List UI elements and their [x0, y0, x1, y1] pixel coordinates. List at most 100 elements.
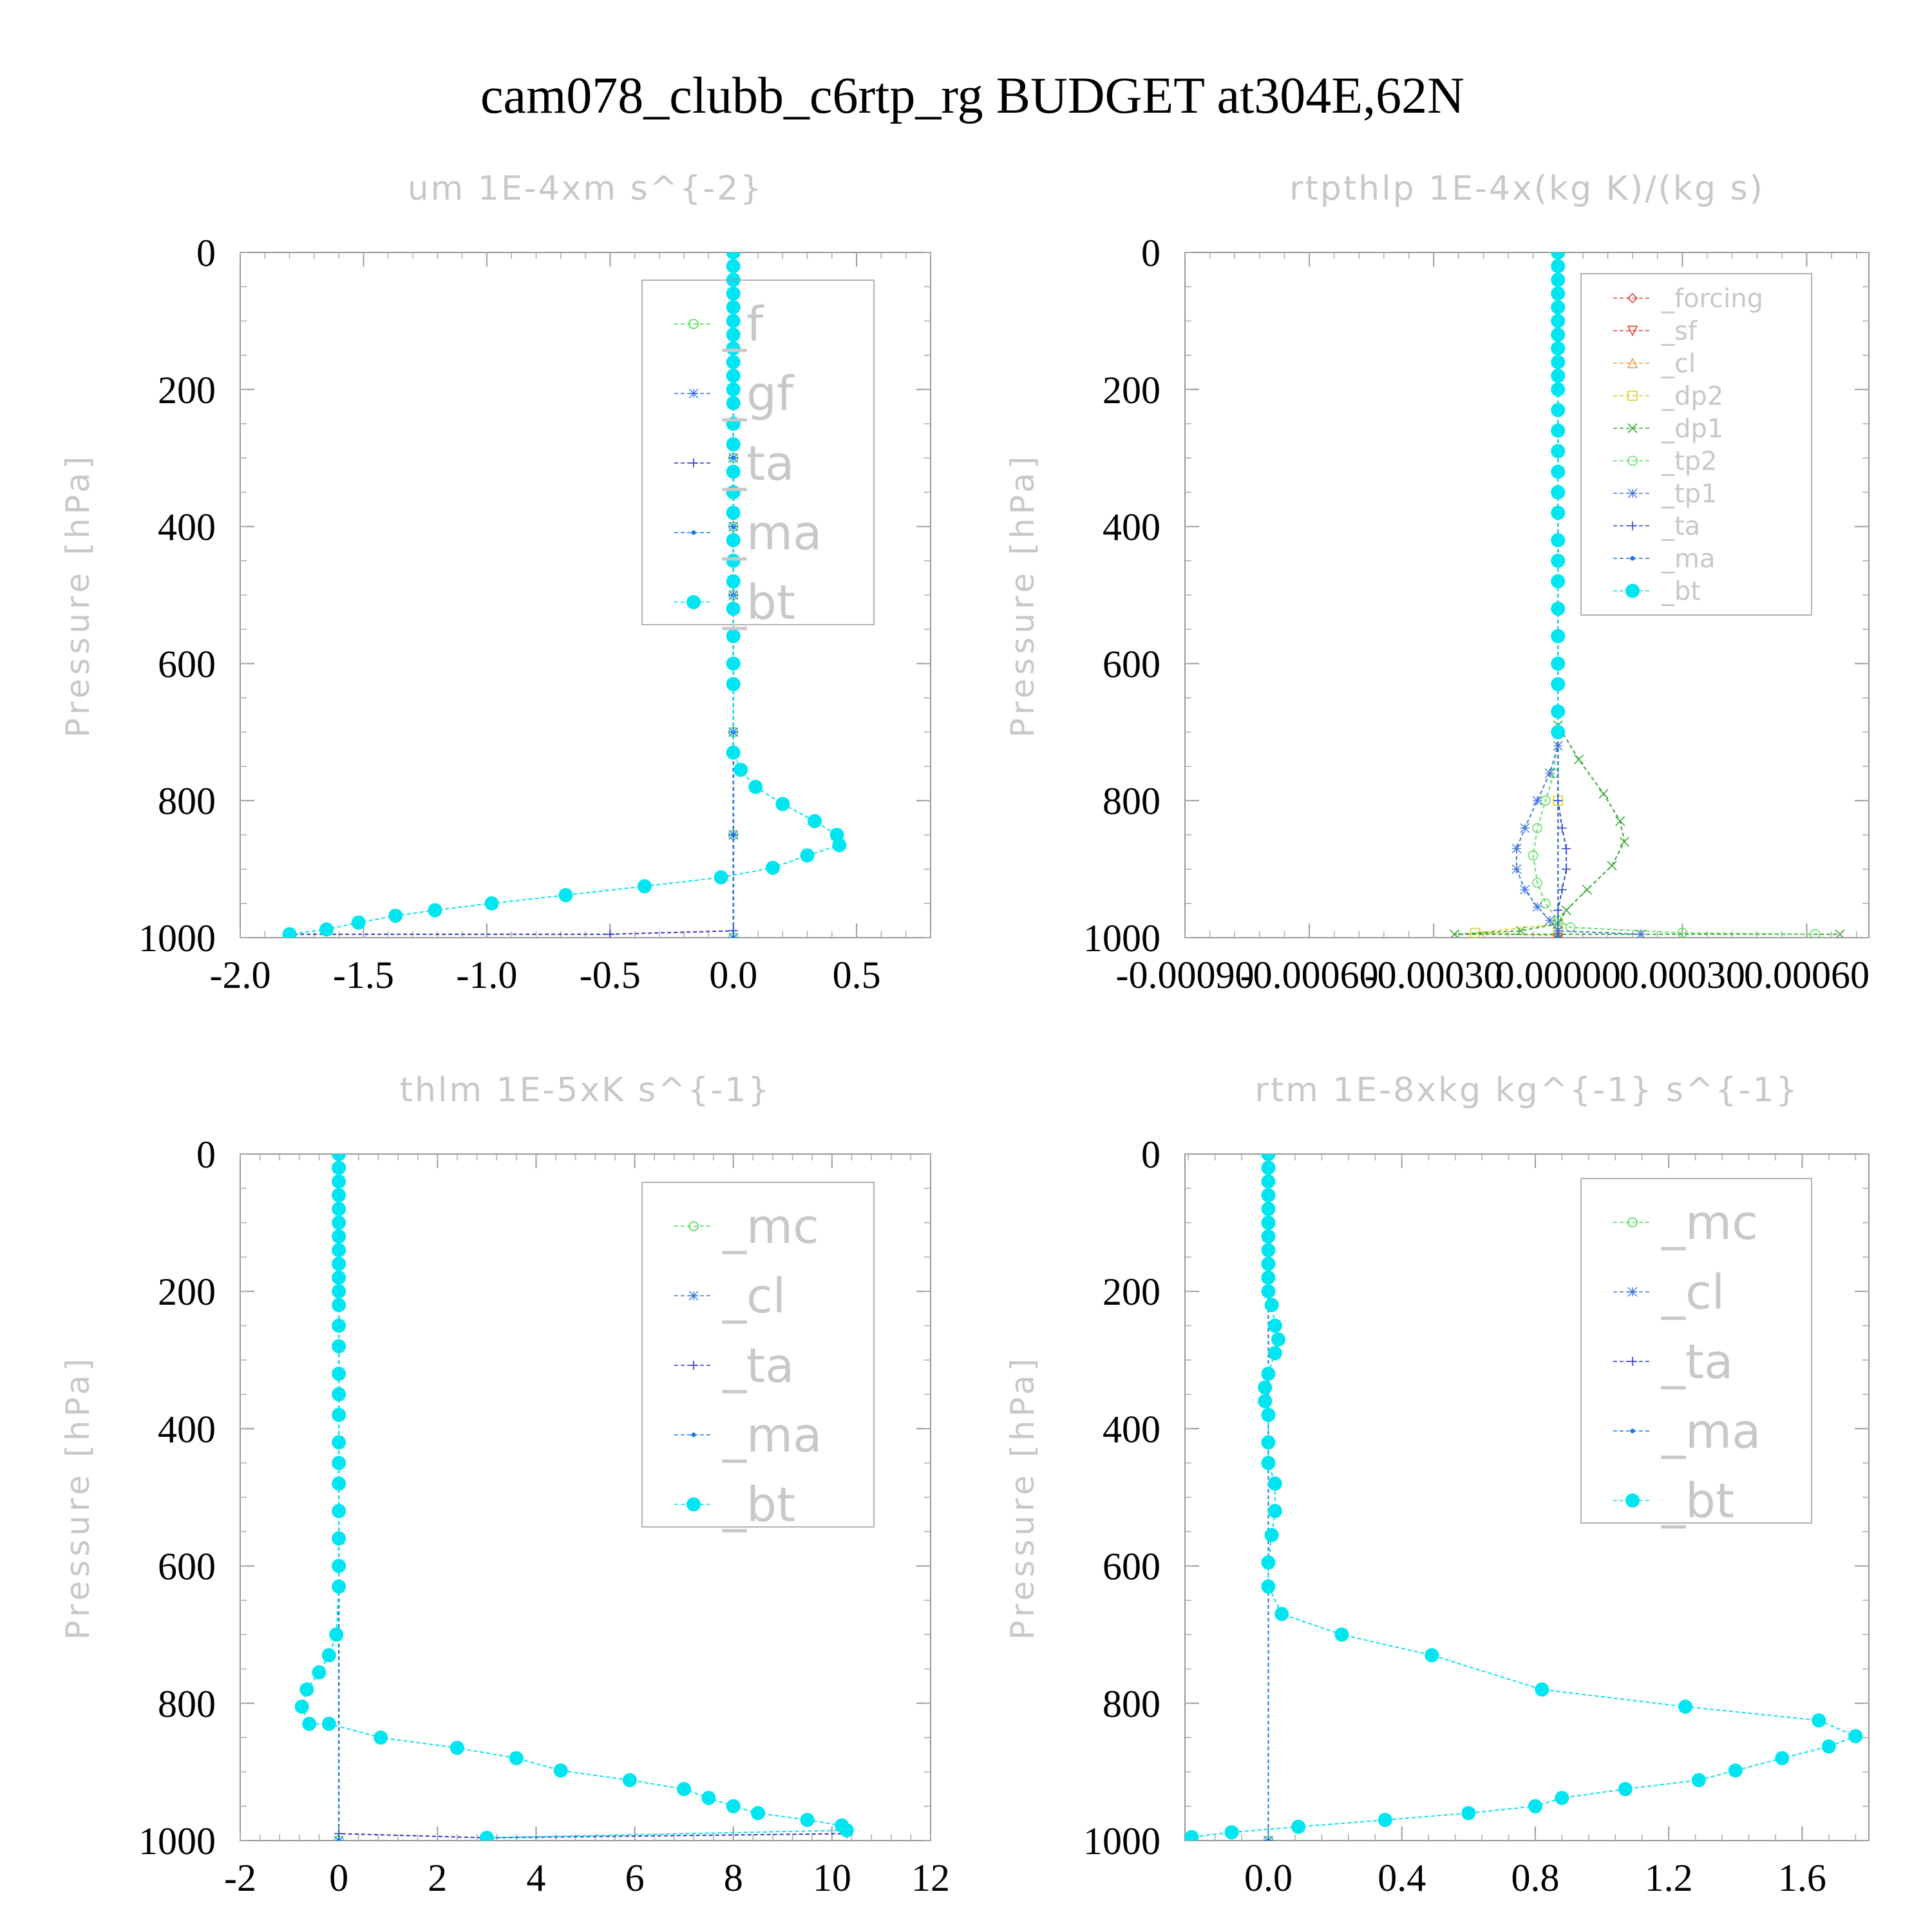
series-tp1-line [1515, 252, 1642, 935]
series-bt-point [808, 814, 822, 829]
legend-marker [1630, 556, 1635, 561]
series-dp1-point [1619, 837, 1629, 847]
y-tick-label: 1000 [1083, 1820, 1160, 1862]
series-bt-point [1728, 1763, 1743, 1778]
series-bt-point [1425, 1648, 1439, 1663]
series-bt-point [726, 417, 741, 431]
series-ta-line [338, 1154, 847, 1839]
series-ma-point [336, 1838, 341, 1841]
series-tp1-point [1553, 741, 1563, 751]
series-bt-point [1528, 1799, 1542, 1814]
legend-marker [688, 1221, 699, 1231]
series-bt-point [1551, 252, 1566, 260]
legend: _forcing _sf _cl_dp2_dp1_tp2_tp1_ta_ma_bt [1580, 273, 1812, 616]
series-bt-point [299, 1682, 314, 1697]
x-tick-label: 0.0 [709, 954, 757, 996]
series-bt-point [1551, 272, 1566, 287]
series-bt-point [1848, 1728, 1863, 1743]
series-tp1-point [1544, 915, 1555, 925]
legend: _f _gf _ta _ma _bt [641, 279, 875, 630]
series-tp1-point [1520, 823, 1530, 833]
series-bt-point [1618, 1782, 1633, 1797]
series-bt-point [1258, 1394, 1273, 1408]
legend-label: _dp1 [1661, 414, 1723, 444]
series-bt-point [726, 677, 741, 692]
series-bt-point [726, 300, 741, 315]
series-bt-point [726, 464, 741, 479]
series-bt-point [726, 314, 741, 328]
series-ma-point [1555, 935, 1560, 938]
x-tick-label: -1.5 [333, 954, 394, 996]
series-bt-point [1551, 629, 1566, 643]
legend-marker [1627, 390, 1638, 401]
series-bt-point [332, 1298, 346, 1312]
series-bt-point [1551, 677, 1566, 692]
series-tp2-point [1532, 878, 1542, 888]
series-group [1449, 252, 1845, 938]
y-axis-label: Pressure [hPa] [1004, 453, 1041, 738]
series-bt-point [332, 1256, 346, 1271]
series-bt-point [726, 533, 741, 547]
series-dp2-line [1475, 252, 1559, 936]
series-bt-point [1551, 368, 1566, 383]
series-dp1-point [1582, 884, 1592, 895]
series-bt-point [1224, 1825, 1239, 1840]
series-bt-point [1261, 1455, 1276, 1470]
series-bt-point [726, 629, 741, 643]
series-bt-point [726, 252, 741, 260]
series-bt-point [484, 896, 499, 911]
series-bt-point [553, 1763, 568, 1778]
plot-frame [1184, 252, 1870, 938]
y-tick-label: 200 [158, 369, 216, 412]
series-bt-point [726, 485, 741, 500]
series-group [282, 252, 847, 938]
series-bt-point [312, 1665, 327, 1680]
series-bt-point [1551, 553, 1566, 568]
series-bt-point [726, 355, 741, 370]
series-ma-point [731, 832, 736, 837]
legend-label: _mc [722, 1199, 819, 1255]
legend: _mc _cl _ta _ma _bt [1580, 1178, 1812, 1529]
series-tp2-point [1532, 822, 1542, 833]
series-bt-point [726, 506, 741, 520]
legend-marker [1625, 1493, 1640, 1508]
series-tp1-point [1511, 864, 1522, 875]
legend-label: _cl [1661, 349, 1696, 379]
legend-label: _cl [1661, 1265, 1725, 1320]
series-ma-point [731, 455, 736, 460]
series-bt-point [726, 382, 741, 397]
legend-label: _forcing [1661, 284, 1763, 314]
legend-label: _ta [1661, 1334, 1733, 1390]
series-bt-point [1267, 1504, 1282, 1519]
series-bt-point [1678, 1700, 1693, 1714]
y-tick-label: 800 [158, 780, 216, 822]
series-tp1-point [1520, 885, 1530, 895]
series-bt-point [1775, 1751, 1790, 1766]
series-bt-point [1185, 1830, 1199, 1841]
series-bt-point [558, 888, 573, 903]
y-tick-label: 1000 [138, 917, 216, 960]
legend-marker [691, 530, 696, 535]
legend-marker [691, 1432, 696, 1437]
series-bt-point [1261, 1408, 1276, 1423]
y-tick-label: 1000 [138, 1820, 216, 1862]
plot-frame [1184, 1153, 1870, 1841]
series-bt-point [1261, 1202, 1276, 1217]
series-dp1-point [1598, 788, 1609, 799]
series-bt-point [332, 1558, 346, 1573]
series-bt-line [1191, 1154, 1857, 1838]
series-bt-point [1535, 1682, 1549, 1697]
series-bt-point [332, 1215, 346, 1230]
series-bt-point [1274, 1607, 1289, 1622]
y-axis-label: Pressure [hPa] [59, 453, 97, 738]
x-tick-label: -0.00090 [1116, 954, 1255, 996]
legend-label: _mc [1661, 1195, 1758, 1251]
series-bt-point [332, 1318, 346, 1333]
y-tick-label: 800 [158, 1683, 216, 1725]
series-bt-point [1555, 1790, 1569, 1805]
x-tick-label: 0.5 [833, 954, 881, 996]
series-bt-point [701, 1790, 716, 1805]
legend-label: _f [722, 297, 764, 352]
series-bt-point [332, 1476, 346, 1491]
x-tick-label: 2 [428, 1857, 447, 1899]
